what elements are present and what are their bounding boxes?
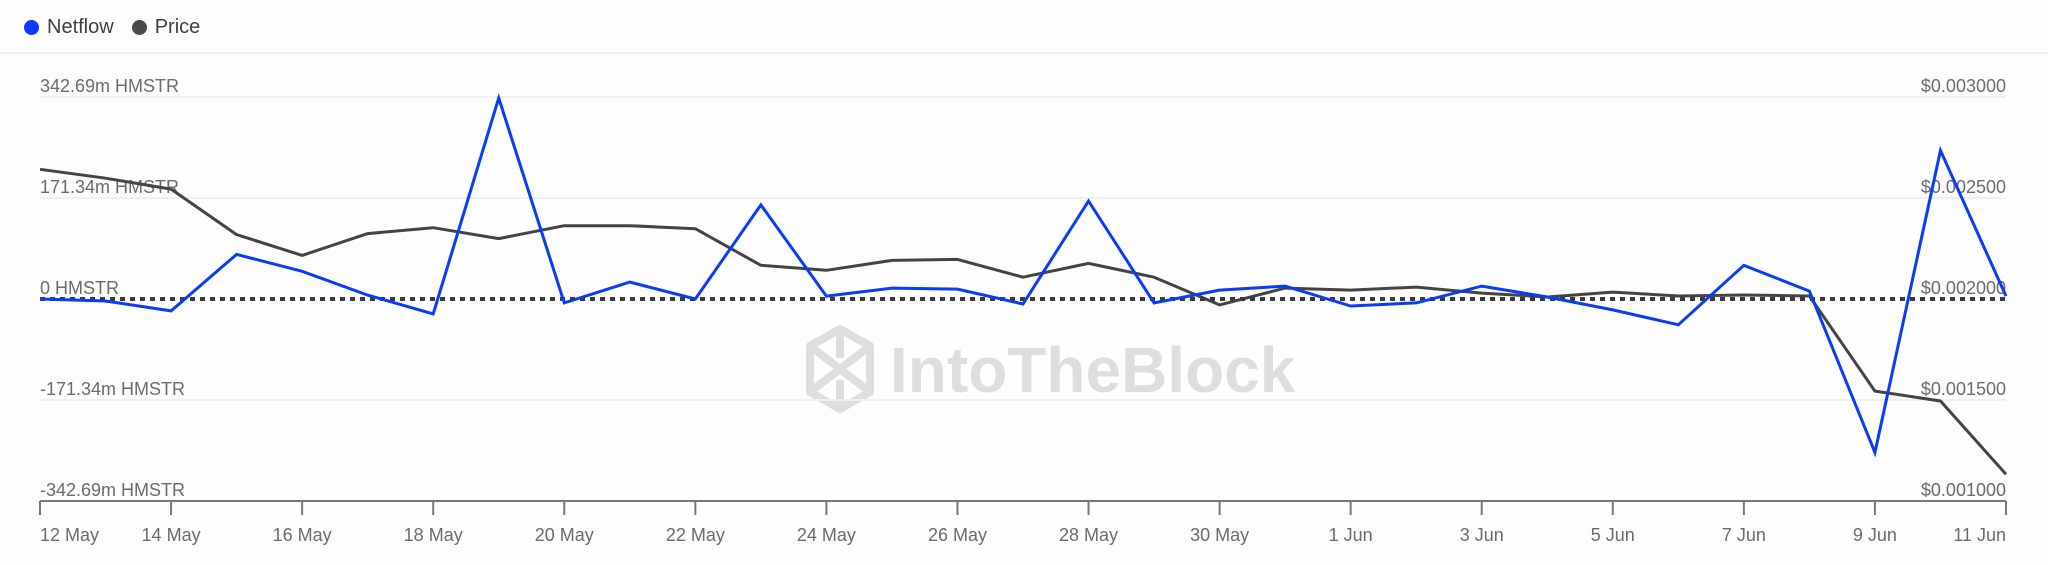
netflow-dot-icon [24, 19, 39, 35]
left-axis-label: 171.34m HMSTR [40, 177, 179, 197]
x-axis-label: 18 May [404, 525, 463, 545]
legend-label-price: Price [154, 15, 201, 38]
right-axis-label: $0.003000 [1921, 76, 2006, 96]
x-axis-label: 24 May [797, 525, 856, 545]
legend-label-netflow: Netflow [47, 15, 114, 38]
x-axis-label: 1 Jun [1329, 525, 1373, 545]
price-dot-icon [131, 19, 147, 35]
netflow-line [39, 92, 2008, 458]
x-axis-label: 28 May [1059, 525, 1118, 545]
x-axis-label: 3 Jun [1460, 525, 1504, 545]
right-axis-label: $0.002000 [1921, 278, 2006, 298]
header-divider [0, 52, 2048, 54]
price-line [39, 167, 2008, 476]
intotheblock-logo-icon [806, 325, 874, 413]
left-axis-label: 0 HMSTR [40, 278, 119, 298]
x-axis-label: 30 May [1190, 525, 1249, 545]
x-axis-label: 16 May [273, 525, 332, 545]
x-axis-label: 20 May [535, 525, 594, 545]
x-axis-label: 9 Jun [1853, 525, 1897, 545]
x-axis-label: 14 May [142, 525, 201, 545]
x-axis-label: 22 May [666, 525, 725, 545]
x-axis-label: 26 May [928, 525, 987, 545]
left-axis-label: 342.69m HMSTR [40, 76, 179, 96]
x-axis-label: 12 May [40, 525, 99, 545]
left-axis-label: -171.34m HMSTR [40, 379, 185, 399]
gridlines [40, 96, 2006, 401]
watermark-text: IntoTheBlock [890, 334, 1296, 406]
series [39, 92, 2008, 476]
right-axis-label: $0.001500 [1921, 379, 2006, 399]
axes: 342.69m HMSTR $0.003000 171.34m HMSTR $0.00… [39, 76, 2007, 545]
x-axis-label: 5 Jun [1591, 525, 1635, 545]
legend-item-netflow[interactable]: Netflow [24, 16, 114, 39]
right-axis-label: $0.002500 [1921, 177, 2006, 197]
right-axis-label: $0.001000 [1921, 480, 2006, 500]
left-axis-label: -342.69m HMSTR [40, 480, 185, 500]
x-axis-label: 11 Jun [1953, 525, 2006, 545]
legend-item-price[interactable]: Price [131, 15, 201, 39]
legend: Netflow Price [24, 12, 200, 42]
watermark: IntoTheBlock [806, 325, 1296, 413]
x-axis-label: 7 Jun [1722, 525, 1766, 545]
